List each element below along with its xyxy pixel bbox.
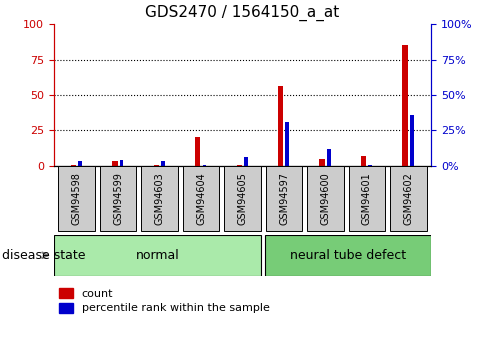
FancyBboxPatch shape (100, 166, 136, 231)
Legend: count, percentile rank within the sample: count, percentile rank within the sample (59, 288, 270, 313)
Bar (202, 165, 206, 166)
Bar (54, 235, 261, 276)
Text: GSM94603: GSM94603 (155, 172, 165, 225)
Bar (71, 165, 76, 166)
Text: GSM94597: GSM94597 (279, 172, 289, 225)
Bar (327, 149, 331, 166)
FancyBboxPatch shape (307, 166, 343, 231)
FancyBboxPatch shape (390, 166, 427, 231)
FancyBboxPatch shape (349, 166, 385, 231)
Bar (244, 157, 248, 166)
Bar (410, 115, 414, 166)
Bar (402, 46, 408, 166)
Bar (112, 161, 118, 166)
FancyBboxPatch shape (58, 166, 95, 231)
Title: GDS2470 / 1564150_a_at: GDS2470 / 1564150_a_at (146, 5, 340, 21)
Text: GSM94598: GSM94598 (72, 172, 82, 225)
Text: GSM94604: GSM94604 (196, 172, 206, 225)
FancyBboxPatch shape (266, 166, 302, 231)
Text: neural tube defect: neural tube defect (290, 249, 406, 262)
Text: GSM94605: GSM94605 (238, 172, 247, 225)
Bar (237, 165, 242, 166)
Text: GSM94600: GSM94600 (320, 172, 330, 225)
FancyBboxPatch shape (142, 166, 178, 231)
Bar (154, 165, 159, 166)
Bar (195, 137, 200, 166)
Text: disease state: disease state (2, 249, 86, 262)
Bar (161, 161, 165, 166)
Bar (319, 159, 325, 166)
Bar (266, 235, 431, 276)
Bar (361, 156, 367, 166)
Text: GSM94602: GSM94602 (403, 172, 414, 225)
Text: normal: normal (136, 249, 179, 262)
Text: GSM94601: GSM94601 (362, 172, 372, 225)
FancyBboxPatch shape (224, 166, 261, 231)
FancyBboxPatch shape (183, 166, 220, 231)
Bar (78, 161, 82, 166)
Bar (278, 86, 283, 166)
Bar (286, 122, 289, 166)
Bar (120, 160, 123, 166)
Text: GSM94599: GSM94599 (113, 172, 123, 225)
Bar (368, 165, 372, 166)
